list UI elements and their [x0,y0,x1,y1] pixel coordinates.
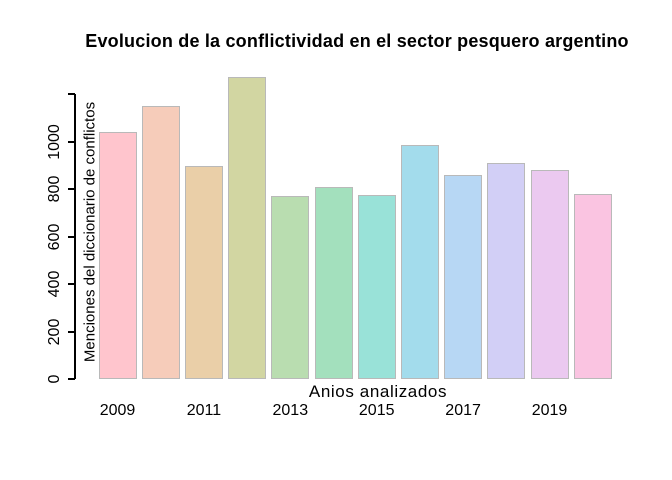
x-tick-label: 2009 [99,402,136,419]
x-tick-label: 2017 [445,402,481,419]
y-axis-tick [68,140,75,143]
x-tick-label: 2013 [272,402,309,419]
x-tick-label: 2019 [531,402,568,419]
bar-2009 [98,132,137,379]
bar-2020 [573,193,612,379]
y-tick-label: 200 [46,318,63,345]
y-axis-tick [68,235,75,238]
y-axis-tick [68,188,75,190]
bar-2017 [444,174,483,379]
y-tick-label: 600 [46,223,63,250]
bar-2016 [400,145,439,379]
x-axis-label: Anios analizados [308,382,448,401]
y-tick-label: 400 [46,270,63,298]
y-axis-tick [68,330,75,333]
y-axis [74,94,76,379]
bar-2012 [228,77,267,379]
bar-2015 [357,194,396,379]
bar-2014 [314,186,353,379]
x-tick-label: 2015 [358,402,395,419]
bar-2019 [530,170,569,379]
bar-2011 [184,166,223,379]
y-axis-label: Menciones del diccionario de conflictos [81,101,99,363]
y-axis-tick [68,378,75,380]
y-axis-tick [68,93,75,95]
y-tick-label: 0 [46,374,63,384]
bar-2018 [487,162,526,379]
y-tick-label: 800 [46,175,63,203]
chart-title: Evolucion de la conflictividad en el sec… [85,31,629,51]
y-tick-label: 1000 [46,123,63,160]
y-axis-tick [68,283,75,285]
bar-2013 [271,196,310,379]
x-tick-label: 2011 [186,402,222,419]
bar-2010 [141,105,180,379]
